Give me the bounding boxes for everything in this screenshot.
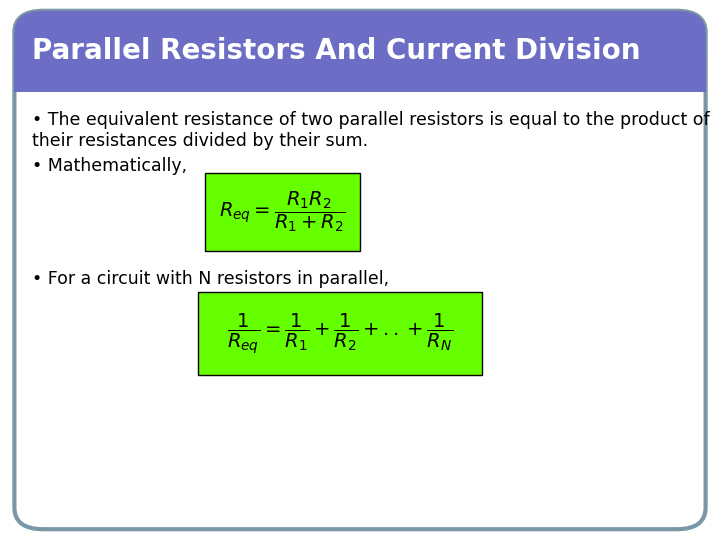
- Text: their resistances divided by their sum.: their resistances divided by their sum.: [32, 132, 369, 150]
- Text: $R_{eq} = \dfrac{R_1 R_2}{R_1 + R_2}$: $R_{eq} = \dfrac{R_1 R_2}{R_1 + R_2}$: [220, 190, 346, 234]
- FancyBboxPatch shape: [14, 11, 706, 92]
- Text: $\dfrac{1}{R_{eq}} = \dfrac{1}{R_1} + \dfrac{1}{R_2} + ..+\dfrac{1}{R_N}$: $\dfrac{1}{R_{eq}} = \dfrac{1}{R_1} + \d…: [228, 311, 453, 356]
- FancyBboxPatch shape: [205, 173, 360, 251]
- FancyBboxPatch shape: [14, 11, 706, 529]
- Text: Parallel Resistors And Current Division: Parallel Resistors And Current Division: [32, 37, 641, 65]
- Text: • Mathematically,: • Mathematically,: [32, 157, 187, 174]
- Text: • The equivalent resistance of two parallel resistors is equal to the product of: • The equivalent resistance of two paral…: [32, 111, 710, 129]
- FancyBboxPatch shape: [198, 292, 482, 375]
- Text: • For a circuit with N resistors in parallel,: • For a circuit with N resistors in para…: [32, 270, 390, 288]
- FancyBboxPatch shape: [14, 54, 706, 92]
